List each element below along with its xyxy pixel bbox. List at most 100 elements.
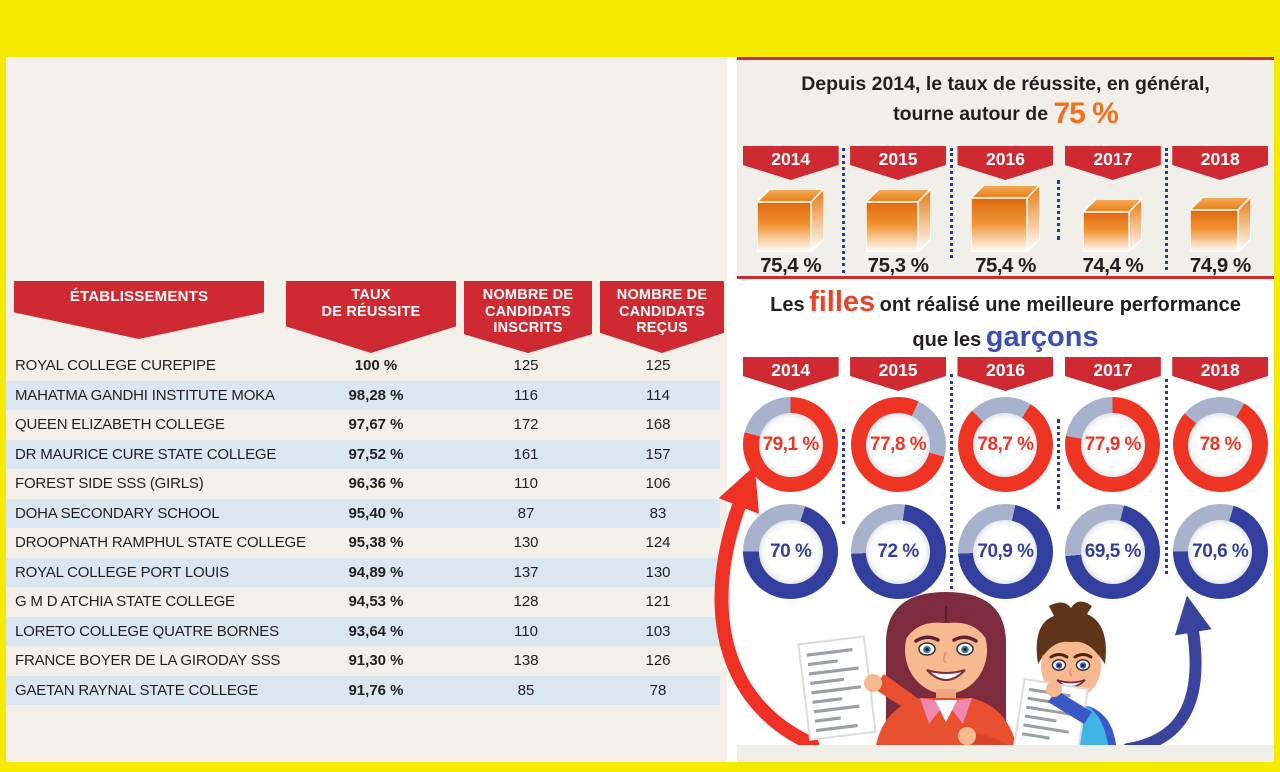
boys-rate-value: 69,5 %: [1084, 540, 1142, 562]
overall-rate-value: 74,9 %: [1189, 254, 1251, 277]
column-header-banner: NOMBRE DE CANDIDATS INSCRITS: [464, 281, 592, 353]
table-row: DROOPNATH RAMPHUL STATE COLLEGE 95,38 % …: [6, 528, 720, 558]
donut-hole: 70,6 %: [1188, 519, 1253, 584]
column-header-banner: ÉTABLISSEMENTS: [14, 281, 264, 339]
gender-comparison-section: Les filles ont réalisé une meilleure per…: [714, 279, 1274, 755]
header-line: REÇUS: [636, 320, 688, 336]
candidates-registered: 138: [513, 652, 539, 670]
table-row: G M D ATCHIA STATE COLLEGE 94,53 % 128 1…: [6, 587, 720, 617]
candidates-registered: 110: [514, 475, 538, 493]
boys-donut-chart: 69,5 %: [1065, 504, 1161, 599]
cube-3d-icon: [1083, 199, 1143, 252]
year-label: 2015: [878, 360, 918, 380]
header-line: INSCRITS: [493, 320, 563, 336]
gender-year-column: 2018 78 % 70,6 %: [1167, 357, 1274, 599]
donut-hole: 77,9 %: [1080, 412, 1145, 477]
charts-panel: Depuis 2014, le taux de réussite, en gén…: [714, 57, 1274, 762]
dotted-separator: [1057, 419, 1061, 509]
overall-year-column: 2017 74,4 %: [1059, 146, 1166, 278]
overall-year-column: 2015 75,3 %: [844, 146, 951, 278]
gender-year-column: 2014 79,1 % 70 %: [737, 357, 844, 599]
boys-arrow: [1122, 595, 1212, 755]
header-line: DE RÉUSSITE: [321, 303, 421, 320]
donut-hole: 69,5 %: [1080, 519, 1145, 584]
school-name: LORETO COLLEGE QUATRE BORNES: [15, 622, 279, 640]
cube-3d-icon: [757, 189, 825, 252]
table-row: GAETAN RAYNAL STATE COLLEGE 91,76 % 85 7…: [6, 675, 720, 705]
candidates-passed: 125: [645, 357, 671, 375]
cube-icon: [757, 186, 825, 252]
school-name: FRANCE BOYER DE LA GIRODAY SSS: [15, 652, 281, 670]
donut-hole: 70,9 %: [973, 519, 1038, 584]
year-label: 2016: [986, 149, 1025, 169]
year-label: 2017: [1093, 149, 1133, 169]
success-rate: 94,89 %: [348, 563, 404, 581]
title-word-filles: filles: [809, 286, 876, 318]
candidates-passed: 103: [645, 622, 671, 640]
candidates-passed: 126: [645, 652, 671, 670]
success-rate: 93,64 %: [348, 622, 404, 640]
year-label: 2017: [1093, 360, 1133, 380]
success-rate: 98,28 %: [348, 386, 404, 404]
bottom-strip: [737, 745, 1274, 762]
school-name: DROOPNATH RAMPHUL STATE COLLEGE: [15, 534, 306, 552]
header-line: CANDIDATS: [484, 303, 572, 320]
school-name: MAHATMA GANDHI INSTITUTE MOKA: [15, 386, 275, 404]
success-rate: 91,76 %: [348, 681, 404, 699]
candidates-registered: 87: [517, 504, 535, 522]
girls-rate-value: 77,9 %: [1084, 433, 1142, 455]
overall-year-column: 2016 75,4 %: [952, 146, 1059, 278]
candidates-passed: 124: [645, 534, 671, 552]
girls-donut-chart: 77,8 %: [850, 397, 946, 492]
candidates-passed: 168: [645, 416, 671, 434]
donut-hole: 78 %: [1188, 412, 1253, 477]
year-banner: 2014: [742, 146, 839, 180]
header-line: CANDIDATS: [618, 303, 706, 320]
success-rate: 95,40 %: [348, 504, 404, 522]
success-rate: 100 %: [354, 357, 398, 375]
cube-icon: [1189, 186, 1251, 252]
cube-3d-icon: [865, 189, 931, 252]
boys-rate-value: 70 %: [770, 540, 812, 562]
column-header-label: NOMBRE DE CANDIDATS REÇUS: [600, 281, 724, 337]
candidates-registered: 128: [513, 593, 539, 611]
title-line2: tourne autour de 75 %: [737, 97, 1274, 131]
year-banner: 2014: [742, 357, 839, 391]
overall-rate-value: 75,3 %: [867, 254, 929, 277]
title-line1: Depuis 2014, le taux de réussite, en gén…: [801, 73, 1210, 95]
school-name: DR MAURICE CURE STATE COLLEGE: [15, 445, 277, 463]
girls-rate-value: 77,8 %: [870, 433, 927, 455]
girls-rate-value: 79,1 %: [762, 433, 820, 455]
boys-donut-chart: 70 %: [743, 504, 839, 599]
table-body: ROYAL COLLEGE CUREPIPE 100 % 125 125 MAH…: [6, 351, 727, 705]
girls-rate-value: 78 %: [1199, 433, 1242, 455]
boy-arm-and-sheet: [1011, 677, 1092, 745]
table-row: QUEEN ELIZABETH COLLEGE 97,67 % 172 168: [6, 410, 720, 440]
school-name: FOREST SIDE SSS (GIRLS): [15, 475, 204, 493]
overall-year-columns: 2014 75,4 % 2015 75,3 % 2016 75,4 % 2017…: [737, 146, 1274, 278]
cube-icon: [865, 186, 931, 252]
year-label: 2014: [771, 149, 811, 169]
table-header-row: ÉTABLISSEMENTS TAUX DE RÉUSSITE NOMBRE DE…: [14, 281, 724, 353]
girls-donut-chart: 78 %: [1172, 397, 1268, 492]
year-banner: 2018: [1172, 357, 1269, 391]
results-table-panel: ÉTABLISSEMENTS TAUX DE RÉUSSITE NOMBRE DE…: [6, 57, 727, 762]
gender-year-column: 2015 77,8 % 72 %: [844, 357, 951, 599]
success-rate: 94,53 %: [348, 593, 404, 611]
table-row: DR MAURICE CURE STATE COLLEGE 97,52 % 16…: [6, 439, 720, 469]
table-row: ROYAL COLLEGE CUREPIPE 100 % 125 125: [6, 351, 720, 381]
column-header-label: NOMBRE DE CANDIDATS INSCRITS: [464, 281, 592, 337]
candidates-registered: 172: [513, 416, 539, 434]
candidates-registered: 161: [513, 445, 539, 463]
donut-hole: 79,1 %: [758, 412, 823, 477]
school-name: ROYAL COLLEGE CUREPIPE: [15, 357, 216, 375]
title-line2-text: tourne autour de: [893, 103, 1049, 125]
donut-hole: 77,8 %: [866, 412, 931, 477]
year-banner: 2015: [850, 357, 947, 391]
school-name: GAETAN RAYNAL STATE COLLEGE: [15, 681, 258, 699]
school-name: QUEEN ELIZABETH COLLEGE: [15, 416, 225, 434]
candidates-registered: 137: [513, 563, 539, 581]
candidates-registered: 116: [514, 386, 538, 404]
year-banner: 2016: [957, 357, 1054, 391]
column-header-banner: TAUX DE RÉUSSITE: [286, 281, 456, 353]
